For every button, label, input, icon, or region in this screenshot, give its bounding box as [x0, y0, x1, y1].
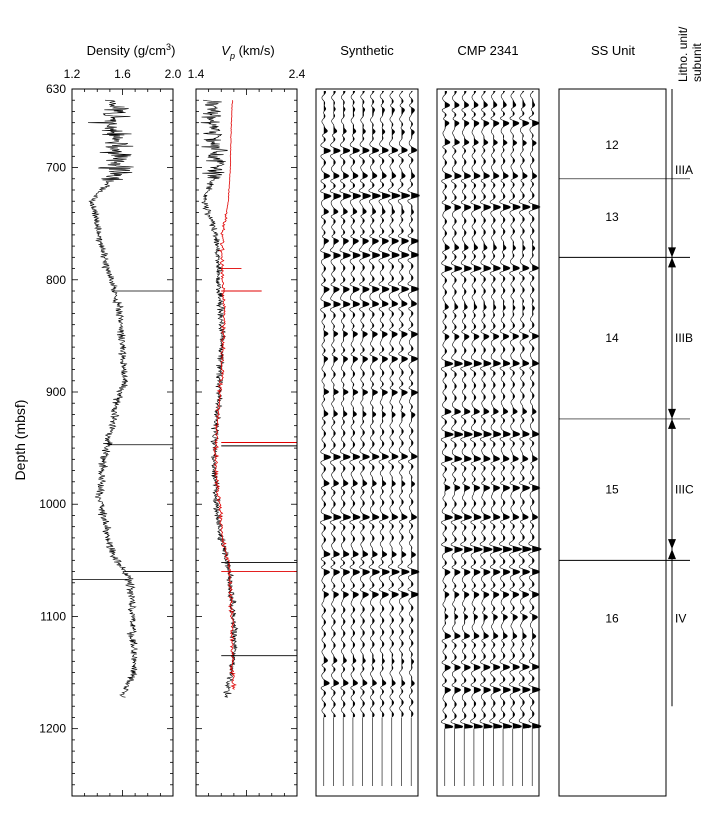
synthetic-trace-fill: [372, 91, 381, 718]
synthetic-trace-fill: [382, 91, 391, 718]
y-tick-label-700: 700: [46, 161, 66, 175]
vp-curves: [200, 99, 297, 698]
litho-panel: Litho. unit/ subunit IIIA IIIB IIIC IV: [668, 26, 704, 707]
cmp-trace: [440, 90, 454, 729]
ss-unit-title: SS Unit: [591, 43, 635, 58]
y-tick-label-900: 900: [46, 385, 66, 399]
density-x-tick-label: 2.0: [165, 67, 182, 81]
density-title: Density (g/cm3): [87, 42, 176, 58]
synthetic-trace-fill: [362, 91, 371, 718]
vp-x-tick-label: 1.4: [188, 67, 205, 81]
cmp-trace: [489, 90, 503, 729]
cmp-trace-fill: [522, 91, 532, 729]
litho-title-line1: Litho. unit/: [676, 26, 690, 82]
cmp-trace-fill: [483, 91, 493, 729]
ss-unit-label: 15: [605, 483, 619, 497]
ss-unit-panel: SS Unit 12 13 14 15 16: [558, 43, 690, 797]
synthetic-title: Synthetic: [340, 43, 394, 58]
litho-unit-label: IIIA: [675, 163, 693, 177]
ss-unit-frame: [558, 88, 667, 797]
synthetic-trace: [349, 90, 362, 718]
cmp-trace: [460, 90, 474, 729]
density-frame: [71, 88, 174, 797]
cmp-trace: [479, 90, 493, 729]
synthetic-trace: [407, 90, 420, 718]
synthetic-trace: [320, 90, 332, 717]
vp-panel: Vp (km/s) 1.4 2.4: [188, 43, 306, 797]
cmp-trace-fill: [503, 91, 512, 729]
cmp-frame: [436, 88, 540, 797]
litho-title-line2: subunit: [690, 43, 704, 82]
synthetic-traces: [320, 90, 420, 786]
litho-boundary-marker: [668, 539, 676, 560]
y-tick-label-1000: 1000: [39, 497, 66, 511]
vp-title: Vp (km/s): [221, 43, 274, 61]
ss-unit-content: 12 13 14 15 16: [559, 138, 690, 626]
cmp-trace: [469, 90, 483, 729]
synthetic-trace: [397, 90, 411, 718]
litho-content: IIIA IIIB IIIC IV: [668, 89, 694, 707]
cmp-trace: [518, 90, 532, 729]
density-series-line: [87, 99, 139, 698]
density-x-tick-label: 1.2: [64, 67, 81, 81]
cmp-trace-fill: [512, 91, 522, 729]
vp-x-tick-label: 2.4: [289, 67, 306, 81]
y-tick-label-1100: 1100: [40, 609, 66, 623]
cmp-trace: [498, 90, 513, 729]
y-axis-label: Depth (mbsf): [12, 400, 28, 481]
litho-unit-label: IIIC: [675, 483, 694, 497]
ss-unit-label: 13: [605, 210, 619, 224]
synthetic-frame: [315, 88, 419, 797]
ss-unit-label: 14: [605, 331, 619, 345]
vp-red-series-line: [212, 100, 237, 690]
synthetic-trace: [378, 90, 391, 718]
cmp-trace-fill: [532, 91, 542, 729]
litho-unit-label: IIIB: [675, 331, 693, 345]
cmp-trace-fill: [493, 91, 503, 729]
density-axis-ticks: [71, 88, 174, 797]
density-curves: [72, 99, 173, 698]
cmp-trace: [528, 90, 542, 729]
vp-frame: [195, 88, 298, 797]
synthetic-trace-fill: [391, 91, 401, 718]
vp-x-tick-labels: 1.4 2.4: [188, 67, 306, 81]
synthetic-trace: [329, 90, 342, 718]
y-tick-label-800: 800: [46, 273, 66, 287]
cmp-trace: [450, 90, 464, 729]
cmp-traces: [440, 90, 542, 786]
ss-unit-label: 16: [605, 612, 619, 626]
synthetic-panel: Synthetic: [315, 43, 420, 797]
density-panel: Density (g/cm3) 1.2 1.6 2.0: [64, 42, 182, 797]
cmp-trace: [508, 90, 523, 729]
cmp-title: CMP 2341: [457, 43, 518, 58]
density-x-tick-labels: 1.2 1.6 2.0: [64, 67, 182, 81]
y-tick-label-1200: 1200: [39, 722, 66, 736]
litho-unit-label: IV: [675, 612, 686, 626]
litho-boundary-marker: [668, 247, 676, 268]
synthetic-trace: [358, 90, 372, 718]
litho-boundary-marker: [668, 408, 676, 429]
density-x-tick-label: 1.6: [114, 67, 131, 81]
ss-unit-label: 12: [605, 138, 619, 152]
synthetic-trace-fill: [411, 91, 420, 718]
y-tick-labels: 630 700 800 900 1000 1100 1200: [39, 82, 66, 736]
synthetic-trace: [387, 90, 401, 718]
synthetic-trace: [339, 90, 352, 718]
synthetic-trace: [368, 90, 381, 718]
cmp-panel: CMP 2341: [436, 43, 542, 797]
vp-series-line: [200, 99, 239, 698]
y-tick-label-630: 630: [46, 82, 66, 96]
